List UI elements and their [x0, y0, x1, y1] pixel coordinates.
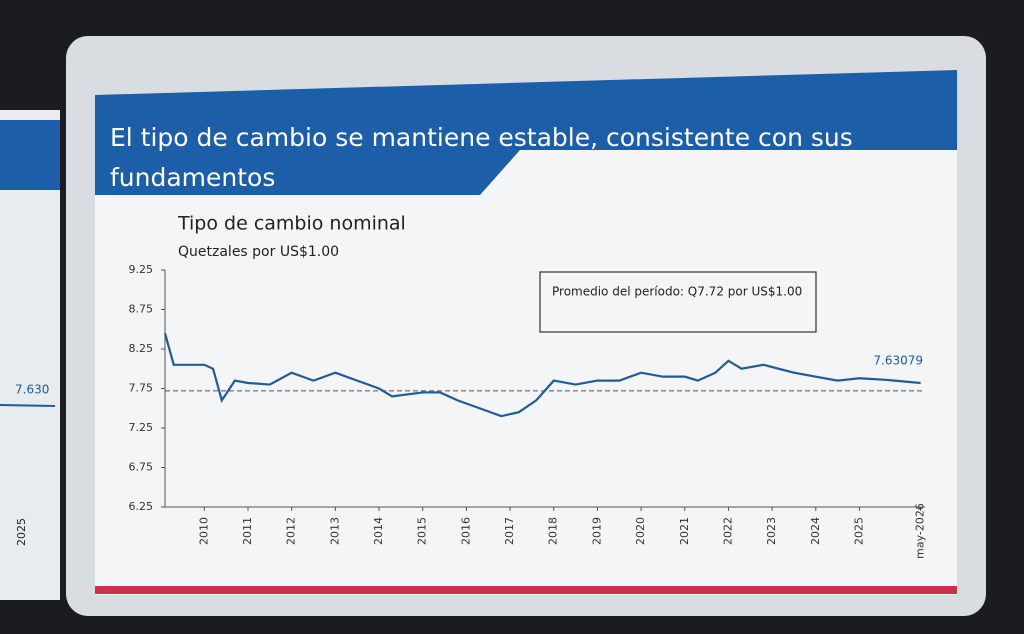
x-tick-label: 2017	[503, 517, 516, 545]
plot: 6.25 6.75 7.25 7.75 8.25 8.75 9.25 2010 2011 2012…	[129, 263, 927, 559]
x-tick-label: 2013	[328, 517, 341, 545]
side-screen	[0, 110, 60, 600]
y-tick-label: 6.75	[129, 461, 154, 474]
annotation-box	[539, 271, 817, 333]
series-line	[163, 332, 921, 418]
x-tick-label: 2024	[809, 517, 822, 545]
x-tick-label: 2010	[197, 517, 210, 545]
side-line	[0, 404, 56, 407]
side-header	[0, 120, 60, 190]
x-tick-label: 2018	[547, 517, 560, 545]
y-tick-label: 8.25	[129, 342, 154, 355]
side-year: 2025	[15, 518, 28, 546]
x-tick-label: may-2026	[914, 503, 927, 559]
slide-title: El tipo de cambio se mantiene estable, c…	[110, 123, 853, 192]
x-tick-label: 2016	[459, 517, 472, 545]
x-tick-label: 2019	[590, 517, 603, 545]
title-band	[95, 70, 957, 195]
x-tick-label: 2021	[678, 517, 691, 545]
x-tick-label: 2011	[241, 517, 254, 545]
x-tick-label: 2025	[852, 517, 865, 545]
end-label: 7.63079	[873, 353, 923, 367]
slide-title-box: El tipo de cambio se mantiene estable, c…	[110, 123, 853, 192]
y-tick-label: 6.25	[129, 500, 154, 513]
y-tick-label: 7.75	[129, 382, 154, 395]
x-tick-label: 2020	[634, 517, 647, 545]
side-value: 7.630	[15, 383, 49, 397]
x-tick-label: 2015	[416, 517, 429, 545]
bottom-stripe	[95, 586, 957, 594]
x-tick-label: 2022	[721, 517, 734, 545]
chart-subtitle: Quetzales por US$1.00	[178, 244, 339, 260]
y-tick-label: 8.75	[129, 303, 154, 316]
x-tick-label: 2012	[285, 517, 298, 545]
y-tick-label: 7.25	[129, 421, 154, 434]
y-tick-label: 9.25	[129, 263, 154, 276]
chart-title: Tipo de cambio nominal	[177, 213, 406, 235]
annotation: Promedio del período: Q7.72 por US$1.00	[552, 285, 802, 299]
x-tick-label: 2014	[372, 517, 385, 545]
x-tick-label: 2023	[765, 517, 778, 545]
